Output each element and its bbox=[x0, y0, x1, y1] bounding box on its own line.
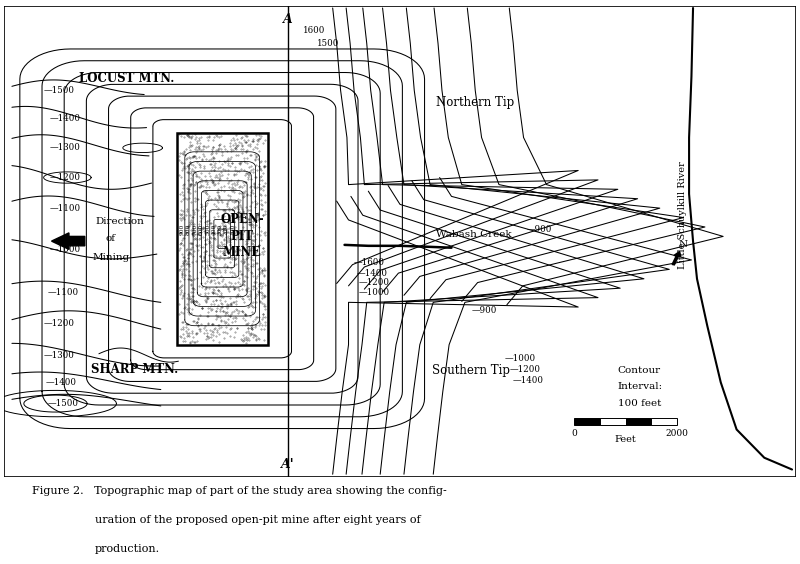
Text: 400: 400 bbox=[211, 224, 216, 235]
Text: 2000: 2000 bbox=[666, 430, 689, 438]
Text: 500: 500 bbox=[205, 224, 210, 235]
Text: —1600: —1600 bbox=[354, 258, 385, 267]
Text: LOCUST MTN.: LOCUST MTN. bbox=[79, 72, 174, 85]
Text: —1400: —1400 bbox=[513, 376, 543, 385]
Text: PIT: PIT bbox=[230, 230, 254, 243]
Text: 200: 200 bbox=[224, 224, 229, 235]
Text: SHARP MTN.: SHARP MTN. bbox=[91, 363, 178, 376]
Text: —900: —900 bbox=[526, 225, 552, 234]
Bar bbox=[626, 418, 651, 425]
Text: A': A' bbox=[281, 458, 294, 471]
Text: of: of bbox=[106, 234, 115, 243]
Text: —1000: —1000 bbox=[359, 288, 390, 297]
Text: Wabash Creek: Wabash Creek bbox=[436, 230, 511, 239]
Text: —1200: —1200 bbox=[510, 365, 540, 374]
Text: 300: 300 bbox=[218, 224, 222, 235]
Text: 700: 700 bbox=[192, 224, 198, 235]
Text: 100 feet: 100 feet bbox=[618, 399, 661, 408]
Text: Southern Tip: Southern Tip bbox=[432, 364, 510, 377]
Bar bbox=[651, 418, 677, 425]
FancyArrow shape bbox=[672, 252, 681, 265]
Text: —1300: —1300 bbox=[50, 143, 81, 152]
Text: —1200: —1200 bbox=[50, 173, 81, 182]
Text: Contour: Contour bbox=[618, 366, 661, 375]
Text: Northern Tip: Northern Tip bbox=[436, 96, 514, 109]
Text: Direction: Direction bbox=[95, 217, 144, 226]
Text: —1000: —1000 bbox=[505, 354, 536, 363]
Text: —1400: —1400 bbox=[50, 114, 81, 123]
Text: uration of the proposed open-pit mine after eight years of: uration of the proposed open-pit mine af… bbox=[95, 515, 421, 525]
Text: —1300: —1300 bbox=[43, 351, 74, 360]
Text: A: A bbox=[282, 13, 293, 26]
Text: N: N bbox=[679, 240, 688, 249]
Text: Little Schuylkill River: Little Schuylkill River bbox=[678, 161, 687, 269]
Text: 0: 0 bbox=[571, 430, 577, 438]
FancyArrow shape bbox=[51, 233, 85, 249]
Bar bbox=[574, 418, 600, 425]
Text: —1100: —1100 bbox=[50, 204, 81, 213]
Text: Mining: Mining bbox=[93, 253, 130, 262]
Text: 900: 900 bbox=[180, 224, 185, 235]
Text: OPEN-: OPEN- bbox=[220, 213, 264, 226]
Text: —900: —900 bbox=[471, 306, 497, 315]
Bar bbox=[177, 133, 268, 345]
Text: —1400: —1400 bbox=[357, 268, 387, 277]
Text: production.: production. bbox=[95, 544, 160, 554]
Text: —1200: —1200 bbox=[43, 319, 74, 328]
Text: Interval:: Interval: bbox=[618, 382, 663, 391]
Text: Figure 2.   Topographic map of part of the study area showing the config-: Figure 2. Topographic map of part of the… bbox=[32, 486, 446, 496]
Text: Feet: Feet bbox=[615, 435, 637, 444]
Text: —1100: —1100 bbox=[47, 288, 78, 297]
Text: 800: 800 bbox=[186, 224, 191, 235]
Text: 1600: 1600 bbox=[303, 25, 326, 34]
Text: —1500: —1500 bbox=[47, 399, 78, 408]
Bar bbox=[600, 418, 626, 425]
Text: 100: 100 bbox=[230, 224, 235, 235]
Text: —1400: —1400 bbox=[45, 378, 76, 387]
Text: —1200: —1200 bbox=[359, 278, 390, 287]
Text: —1500: —1500 bbox=[43, 86, 74, 95]
Text: MINE: MINE bbox=[223, 246, 261, 259]
Text: 1500: 1500 bbox=[317, 39, 339, 48]
Text: —1000: —1000 bbox=[50, 245, 81, 254]
Text: 600: 600 bbox=[198, 224, 204, 235]
